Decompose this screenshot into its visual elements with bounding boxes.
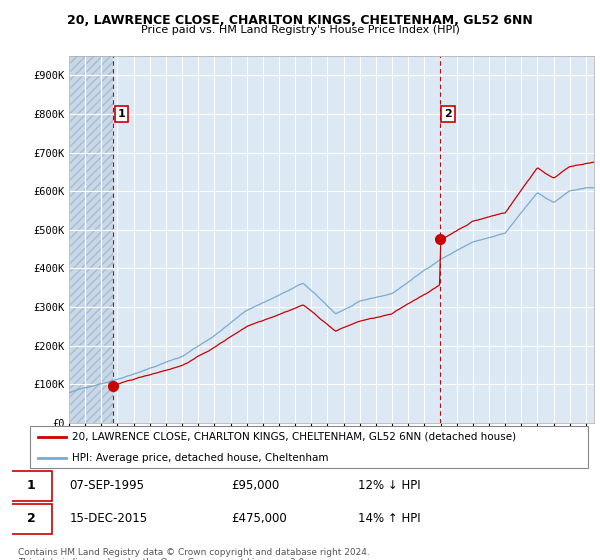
Text: 20, LAWRENCE CLOSE, CHARLTON KINGS, CHELTENHAM, GL52 6NN: 20, LAWRENCE CLOSE, CHARLTON KINGS, CHEL…	[67, 14, 533, 27]
Text: 2: 2	[444, 109, 452, 119]
Text: 14% ↑ HPI: 14% ↑ HPI	[358, 512, 420, 525]
Text: 20, LAWRENCE CLOSE, CHARLTON KINGS, CHELTENHAM, GL52 6NN (detached house): 20, LAWRENCE CLOSE, CHARLTON KINGS, CHEL…	[72, 432, 516, 442]
Text: Contains HM Land Registry data © Crown copyright and database right 2024.
This d: Contains HM Land Registry data © Crown c…	[18, 548, 370, 560]
Bar	[69, 56, 113, 423]
Text: £475,000: £475,000	[231, 512, 287, 525]
Text: Price paid vs. HM Land Registry's House Price Index (HPI): Price paid vs. HM Land Registry's House …	[140, 25, 460, 35]
FancyBboxPatch shape	[30, 426, 588, 468]
Text: £95,000: £95,000	[231, 479, 279, 492]
Text: 15-DEC-2015: 15-DEC-2015	[70, 512, 148, 525]
Text: HPI: Average price, detached house, Cheltenham: HPI: Average price, detached house, Chel…	[72, 454, 328, 463]
Text: 12% ↓ HPI: 12% ↓ HPI	[358, 479, 420, 492]
Text: 1: 1	[118, 109, 125, 119]
Text: 07-SEP-1995: 07-SEP-1995	[70, 479, 145, 492]
FancyBboxPatch shape	[9, 504, 52, 534]
Text: 2: 2	[26, 512, 35, 525]
Text: 1: 1	[26, 479, 35, 492]
FancyBboxPatch shape	[9, 471, 52, 501]
